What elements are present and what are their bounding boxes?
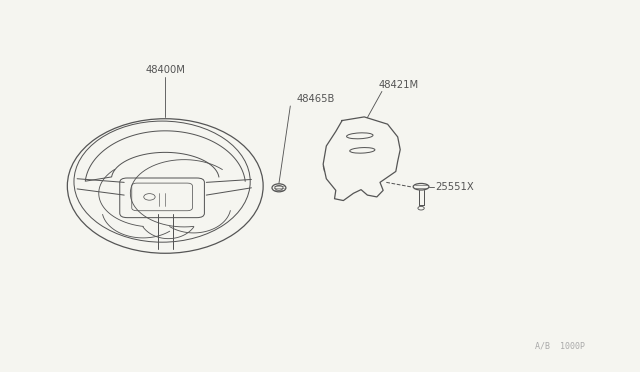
Text: 25551X: 25551X [435,182,474,192]
Text: 48421M: 48421M [379,80,419,90]
Text: 48400M: 48400M [145,65,185,75]
Text: 48465B: 48465B [296,94,335,104]
Text: A/B  1000P: A/B 1000P [535,341,585,350]
